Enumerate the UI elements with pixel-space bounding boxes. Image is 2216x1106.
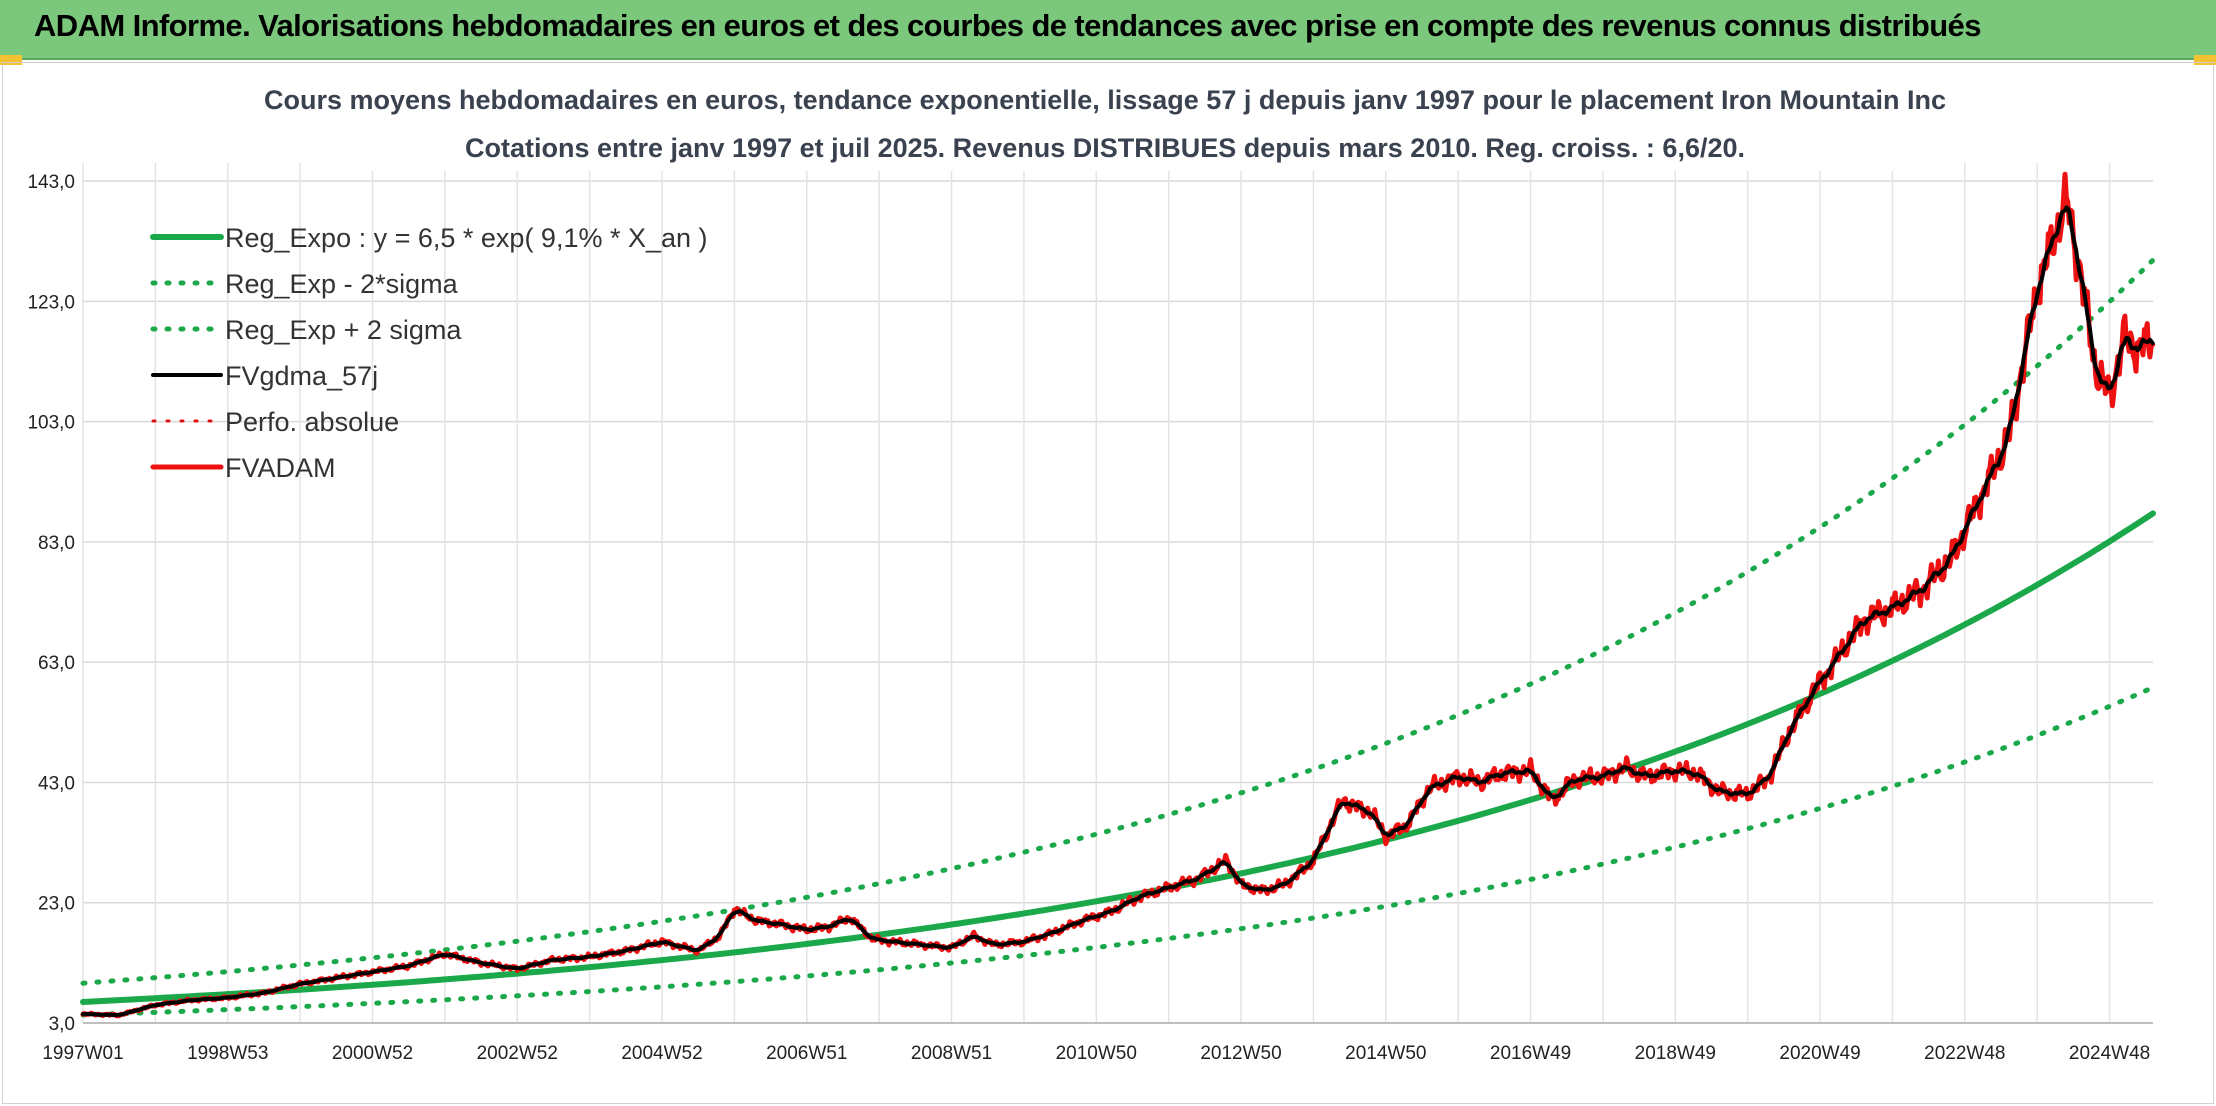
series-reg-plus-2sigma bbox=[80, 257, 2156, 986]
x-tick-label: 2010W50 bbox=[1056, 1043, 1137, 1064]
x-tick-label: 2018W49 bbox=[1635, 1043, 1716, 1064]
y-tick-label: 123,0 bbox=[27, 292, 75, 313]
y-tick-label: 23,0 bbox=[38, 894, 75, 915]
y-axis-ticks: 3,0 23,0 43,0 63,0 83,0 103,0 123,0 143,0 bbox=[27, 172, 75, 1035]
x-tick-label: 2014W50 bbox=[1345, 1043, 1426, 1064]
x-tick-label: 1997W01 bbox=[42, 1043, 123, 1064]
x-tick-label: 2000W52 bbox=[332, 1043, 413, 1064]
x-tick-label: 2002W52 bbox=[477, 1043, 558, 1064]
series-fvgdma-57j bbox=[81, 205, 2155, 1017]
y-tick-label: 43,0 bbox=[38, 773, 75, 794]
x-tick-label: 2016W49 bbox=[1490, 1043, 1571, 1064]
corner-marker-right bbox=[2194, 55, 2216, 65]
banner-title: ADAM Informe. Valorisations hebdomadaire… bbox=[34, 8, 1981, 43]
series-reg-expo bbox=[80, 510, 2156, 1005]
x-tick-label: 2020W49 bbox=[1779, 1043, 1860, 1064]
y-tick-label: 83,0 bbox=[38, 533, 75, 554]
y-tick-label: 143,0 bbox=[27, 172, 75, 193]
x-tick-label: 2012W50 bbox=[1200, 1043, 1281, 1064]
legend-label: Reg_Exp + 2 sigma bbox=[225, 315, 462, 345]
x-tick-label: 2006W51 bbox=[766, 1043, 847, 1064]
legend-label: Reg_Expo : y = 6,5 * exp( 9,1% * X_an ) bbox=[225, 223, 708, 253]
report-banner: ADAM Informe. Valorisations hebdomadaire… bbox=[0, 0, 2216, 60]
title-background bbox=[313, 67, 1893, 171]
chart-title-line2: Cotations entre janv 1997 et juil 2025. … bbox=[465, 133, 1745, 163]
legend-label: FVgdma_57j bbox=[225, 361, 378, 391]
legend-label: FVADAM bbox=[225, 453, 336, 483]
x-axis-ticks: 1997W01 1998W53 2000W52 2002W52 2004W52 2006W… bbox=[42, 1043, 2150, 1064]
line-chart: Reg_Expo : y = 6,5 * exp( 9,1% * X_an ) R… bbox=[27, 67, 2156, 1064]
y-tick-label: 103,0 bbox=[27, 413, 75, 434]
chart-title-line1: Cours moyens hebdomadaires en euros, ten… bbox=[264, 85, 1946, 115]
y-tick-label: 63,0 bbox=[38, 653, 75, 674]
x-tick-label: 2022W48 bbox=[1924, 1043, 2005, 1064]
series-curves bbox=[80, 171, 2156, 1019]
legend: Reg_Expo : y = 6,5 * exp( 9,1% * X_an ) R… bbox=[150, 223, 708, 483]
legend-label: Reg_Exp - 2*sigma bbox=[225, 269, 459, 299]
x-tick-label: 2004W52 bbox=[621, 1043, 702, 1064]
series-reg-minus-2sigma bbox=[80, 685, 2156, 1018]
y-tick-label: 3,0 bbox=[49, 1014, 75, 1035]
corner-marker-left bbox=[0, 55, 22, 65]
x-tick-label: 2024W48 bbox=[2069, 1043, 2150, 1064]
x-tick-label: 1998W53 bbox=[187, 1043, 268, 1064]
x-tick-label: 2008W51 bbox=[911, 1043, 992, 1064]
grid-lines bbox=[82, 163, 2153, 1024]
chart-area: Reg_Expo : y = 6,5 * exp( 9,1% * X_an ) R… bbox=[2, 62, 2214, 1104]
legend-label: Perfo. absolue bbox=[225, 407, 399, 437]
series-fvadam bbox=[80, 171, 2156, 1019]
